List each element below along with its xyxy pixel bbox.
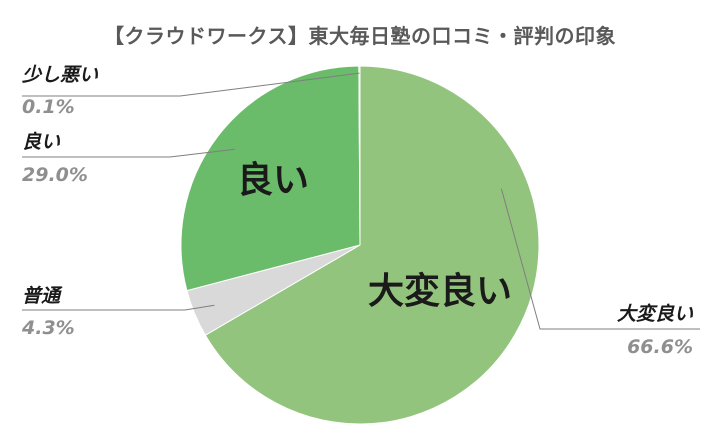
label-futsu-name: 普通 [22, 285, 63, 307]
label-yoi-name: 良い [22, 131, 61, 153]
label-taihen-yoi-percent: 66.6% [627, 336, 693, 358]
pie-slice-sukoshi-warui [358, 65, 361, 246]
leader-yoi [22, 148, 235, 158]
inner-label-yoi: 良い [237, 160, 309, 201]
label-sukoshi-warui-percent: 0.1% [22, 96, 75, 118]
leader-sukoshi-warui [22, 72, 360, 97]
leader-futsu [22, 304, 215, 311]
leader-taihen-yoi [500, 188, 700, 330]
pie-slice-yoi [180, 65, 361, 292]
chart-title: 【クラウドワークス】東大毎日塾の口コミ・評判の印象 [104, 24, 616, 48]
label-futsu-percent: 4.3% [21, 317, 75, 339]
label-sukoshi-warui-name: 少し悪い [22, 64, 99, 86]
pie-slice-taihen-yoi [204, 65, 540, 425]
label-yoi-percent: 29.0% [22, 164, 88, 186]
label-taihen-yoi-name: 大変良い [617, 303, 694, 325]
inner-label-taihen-yoi: 大変良い [368, 270, 512, 312]
